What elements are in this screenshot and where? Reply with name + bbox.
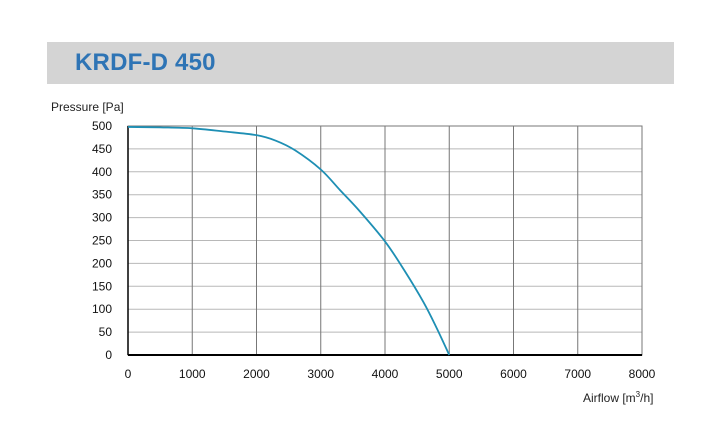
y-tick-label: 50 <box>99 325 113 339</box>
y-tick-label: 400 <box>92 165 112 179</box>
y-tick-label: 100 <box>92 302 112 316</box>
y-tick-label: 250 <box>92 234 112 248</box>
y-tick-label: 200 <box>92 256 112 270</box>
x-tick-label: 4000 <box>372 367 399 381</box>
x-tick-label: 1000 <box>179 367 206 381</box>
y-tick-labels: 0 50 100 150 200 250 300 350 400 450 500 <box>92 119 112 362</box>
x-tick-label: 5000 <box>436 367 463 381</box>
y-axis-label: Pressure [Pa] <box>51 100 124 114</box>
chart-title: KRDF-D 450 <box>75 49 216 76</box>
x-tick-label: 2000 <box>243 367 270 381</box>
x-tick-label: 6000 <box>500 367 527 381</box>
series <box>127 126 451 356</box>
x-axis-label: Airflow [m3/h] <box>583 390 653 405</box>
title-band: KRDF-D 450 <box>47 42 674 84</box>
x-axis-label-suffix: /h] <box>640 391 654 405</box>
y-tick-label: 150 <box>92 279 112 293</box>
y-tick-label: 450 <box>92 142 112 156</box>
x-axis-label-prefix: Airflow [m <box>583 391 636 405</box>
y-tick-label: 0 <box>105 348 112 362</box>
x-tick-label: 3000 <box>307 367 334 381</box>
x-axis-label-superscript: 3 <box>635 390 641 399</box>
x-tick-labels: 0 1000 2000 3000 4000 5000 6000 7000 8000 <box>125 367 656 381</box>
y-tick-label: 500 <box>92 119 112 133</box>
axes <box>127 125 643 356</box>
y-tick-label: 350 <box>92 188 112 202</box>
x-tick-label: 8000 <box>629 367 656 381</box>
x-tick-label: 0 <box>125 367 132 381</box>
series-line <box>127 126 451 356</box>
y-tick-label: 300 <box>92 211 112 225</box>
x-tick-label: 7000 <box>564 367 591 381</box>
